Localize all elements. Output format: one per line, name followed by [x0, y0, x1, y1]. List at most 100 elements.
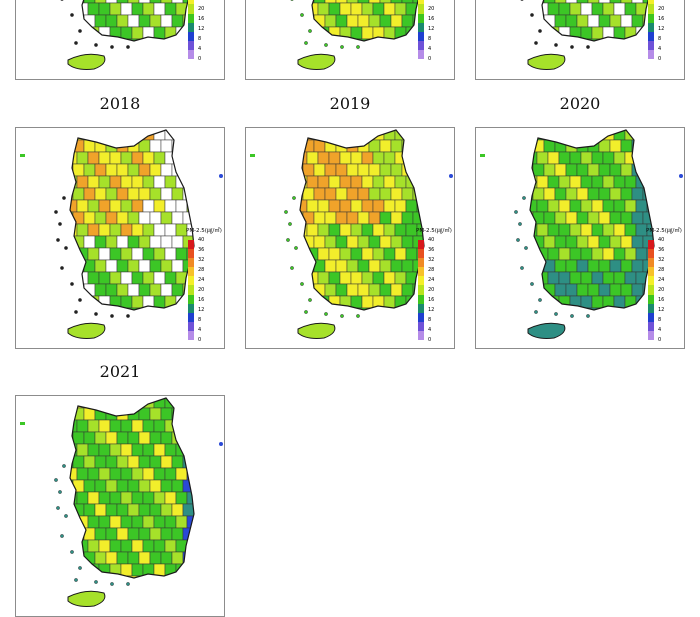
region-cell	[357, 14, 370, 28]
island	[60, 0, 64, 1]
region-cell	[300, 163, 304, 177]
legend-swatch	[648, 285, 654, 295]
region-cell	[142, 419, 155, 433]
region-cell	[149, 38, 162, 41]
region-cell	[87, 515, 100, 529]
region-cell	[302, 307, 315, 310]
region-cell	[120, 151, 133, 165]
region-cell	[186, 130, 194, 141]
region-cell	[72, 527, 85, 541]
island	[126, 314, 130, 318]
region-cell	[127, 0, 140, 4]
legend-tick: 8	[198, 36, 202, 42]
region-cell	[613, 295, 626, 309]
region-cell	[175, 398, 188, 409]
pm25-legend-2019: PM-2.5(㎍/㎥) 40 36 32 28 24 20 16 12 8 4 0	[416, 226, 454, 346]
region-cell	[554, 14, 567, 28]
region-cell	[642, 211, 654, 225]
region-cell	[138, 211, 151, 225]
region-cell	[401, 14, 414, 28]
region-cell	[160, 14, 173, 28]
region-cell	[171, 479, 184, 493]
island	[60, 534, 64, 538]
region-cell	[94, 479, 107, 493]
region-cell	[171, 551, 184, 565]
region-cell	[160, 0, 173, 4]
jeju-island	[67, 322, 106, 339]
region-cell	[120, 223, 133, 237]
region-cell	[423, 187, 424, 201]
legend-swatch	[648, 40, 654, 50]
legend-swatch	[188, 294, 194, 304]
region-cell	[127, 479, 140, 493]
region-cell	[138, 38, 151, 41]
region-cell	[613, 151, 626, 165]
region-cell	[127, 259, 140, 273]
region-cell	[149, 139, 162, 153]
region-cell	[142, 199, 155, 213]
region-cell	[149, 259, 162, 273]
region-cell	[153, 26, 166, 40]
coastline	[81, 0, 189, 42]
legend-tick: 24	[658, 0, 664, 2]
legend-tick: 16	[428, 16, 435, 22]
region-cell	[171, 503, 184, 517]
region-cell	[587, 38, 600, 41]
region-cell	[390, 235, 403, 249]
region-cell	[105, 431, 118, 445]
legend-tick: 16	[198, 16, 205, 22]
island	[110, 314, 114, 318]
region-cell	[368, 14, 381, 28]
region-cell	[565, 163, 578, 177]
legend-tick: 32	[198, 257, 205, 263]
region-cell	[609, 283, 622, 297]
region-cell	[357, 235, 370, 249]
region-cell	[368, 211, 381, 225]
region-cell	[109, 175, 122, 189]
northwest-island	[480, 154, 485, 157]
region-cell	[383, 175, 396, 189]
region-cell	[379, 283, 392, 297]
region-cell	[379, 14, 392, 28]
region-cell	[361, 223, 374, 237]
region-cell	[620, 307, 633, 310]
region-cell	[87, 223, 100, 237]
region-cell	[70, 14, 74, 28]
region-cell	[613, 2, 626, 16]
region-cell	[530, 271, 538, 285]
region-cell	[171, 307, 184, 310]
year-label-2021: 2021	[99, 362, 141, 381]
region-cell	[558, 295, 571, 309]
legend-swatch	[648, 267, 654, 277]
region-cell	[171, 259, 184, 273]
region-cell	[383, 247, 396, 261]
region-cell	[131, 271, 144, 285]
legend-swatch	[418, 13, 424, 23]
region-cell	[120, 467, 133, 481]
region-cell	[105, 307, 118, 310]
region-cell	[182, 139, 194, 153]
region-cell	[94, 14, 107, 28]
region-cell	[300, 271, 308, 285]
region-cell	[328, 223, 341, 237]
region-cell	[361, 2, 374, 16]
region-cell	[554, 211, 567, 225]
region-cell	[87, 467, 100, 481]
region-cell	[70, 539, 78, 553]
region-cell	[98, 443, 111, 457]
region-cell	[372, 199, 385, 213]
region-cell	[70, 259, 74, 273]
region-cell	[76, 563, 89, 577]
island	[62, 196, 66, 200]
region-cell	[613, 247, 626, 261]
northwest-island	[20, 154, 25, 157]
region-cell	[653, 211, 654, 225]
legend-tick: 12	[658, 307, 665, 313]
island	[286, 238, 290, 242]
region-cell	[120, 515, 133, 529]
island	[126, 582, 130, 586]
region-cell	[70, 0, 74, 4]
legend-tick: 0	[658, 56, 662, 62]
legend-swatch	[418, 267, 424, 277]
legend-tick: 12	[658, 26, 665, 32]
